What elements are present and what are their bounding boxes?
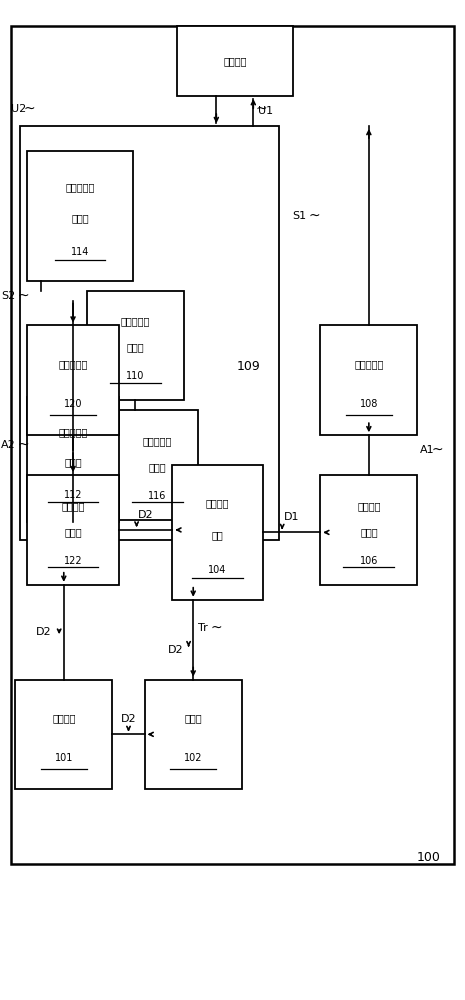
Text: 前驱放大器: 前驱放大器 [354,359,384,369]
Bar [27,325,119,435]
Text: 109: 109 [237,360,261,373]
Bar [117,410,198,520]
Bar [320,325,418,435]
Bar [320,475,418,585]
Text: 接收放大器: 接收放大器 [58,359,88,369]
Text: D2: D2 [168,645,183,655]
Text: S1: S1 [292,211,307,221]
Text: 116: 116 [148,491,166,501]
Bar [20,126,279,540]
Text: 112: 112 [64,490,82,500]
Bar [15,680,113,789]
Text: ~: ~ [23,102,35,116]
Text: 106: 106 [359,556,378,566]
Text: 换能器: 换能器 [71,213,89,223]
Text: U2: U2 [11,104,26,114]
Text: 108: 108 [359,399,378,409]
Bar [173,465,263,600]
Text: Tr: Tr [198,623,207,633]
Text: S2: S2 [1,291,16,301]
Bar [11,26,454,864]
Bar [145,680,242,789]
Bar [177,26,292,96]
Text: 超声波接收: 超声波接收 [58,427,88,437]
Text: 超声波发射: 超声波发射 [121,316,150,326]
Bar [27,397,119,522]
Text: 104: 104 [208,565,226,575]
Text: 换能器: 换能器 [64,457,82,467]
Text: 101: 101 [54,753,73,763]
Text: D2: D2 [138,510,153,520]
Text: ~: ~ [18,438,29,452]
Text: 102: 102 [184,753,202,763]
Text: ~: ~ [256,102,267,116]
Text: 110: 110 [126,371,145,381]
Text: ~: ~ [211,621,222,635]
Text: 数字模拟: 数字模拟 [357,501,381,511]
Text: 操控装置: 操控装置 [52,713,75,723]
Text: A1: A1 [420,445,434,455]
Text: 100: 100 [417,851,440,864]
Text: D2: D2 [36,627,52,637]
Bar [87,291,184,400]
Text: 120: 120 [64,399,82,409]
Text: D1: D1 [284,512,299,522]
Text: 超声波接收: 超声波接收 [65,182,95,192]
Text: ~: ~ [309,209,320,223]
Text: 处理器: 处理器 [185,713,202,723]
Text: 转换器: 转换器 [64,527,82,537]
Bar [27,151,133,281]
Text: 换能器: 换能器 [149,462,166,472]
Text: 信号控制: 信号控制 [206,498,229,508]
Text: 装置: 装置 [212,530,223,540]
Text: 待测物体: 待测物体 [223,56,246,66]
Text: ~: ~ [431,443,443,457]
Text: 超声波接收: 超声波接收 [143,436,172,446]
Text: U1: U1 [258,106,273,116]
Bar [27,475,119,585]
Text: A2: A2 [1,440,16,450]
Text: 122: 122 [64,556,82,566]
Text: D2: D2 [121,714,136,724]
Text: 转换器: 转换器 [360,527,378,537]
Text: ~: ~ [18,289,29,303]
Text: 模拟数字: 模拟数字 [61,501,85,511]
Text: 114: 114 [71,247,89,257]
Text: 换能器: 换能器 [126,343,144,353]
